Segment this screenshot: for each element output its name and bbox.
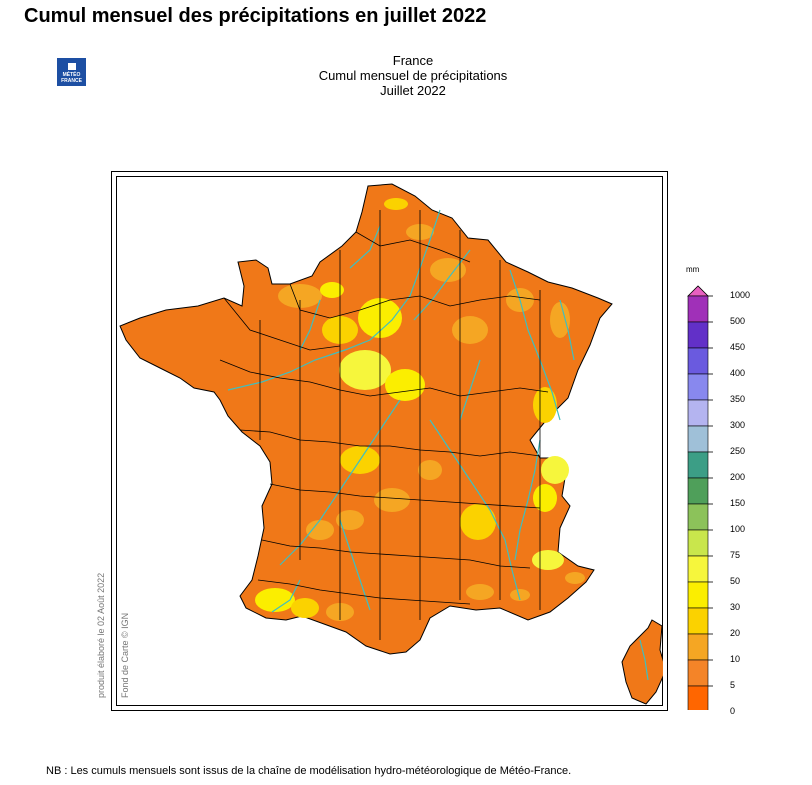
product-credit: produit élaboré le 02 Août 2022	[96, 572, 106, 698]
legend-label-400: 400	[730, 368, 746, 378]
legend-class-450-500	[687, 321, 709, 349]
page-title: Cumul mensuel des précipitations en juil…	[24, 5, 487, 27]
legend-class-350-400	[687, 373, 709, 401]
legend-class-20-30	[687, 607, 709, 635]
legend-label-300: 300	[730, 420, 746, 430]
logo-mark-icon	[67, 63, 76, 70]
logo-line2: FRANCE	[61, 78, 82, 84]
meteo-france-logo: MÉTÉO FRANCE	[57, 58, 86, 86]
legend-label-50: 50	[730, 576, 741, 586]
legend-color-bar	[687, 285, 713, 710]
legend-class-500-1000	[687, 295, 709, 323]
map-frame-outer	[111, 171, 668, 711]
corsica-shape	[621, 619, 663, 705]
legend-cap	[687, 285, 709, 297]
legend-label-75: 75	[730, 550, 741, 560]
legend-class-0-5	[687, 685, 709, 710]
map-header-variable: Cumul mensuel de précipitations	[318, 68, 508, 83]
logo-line1: MÉTÉO	[62, 72, 81, 78]
legend-label-1000: 1000	[730, 290, 751, 300]
france-precipitation-map	[119, 183, 663, 705]
legend-class-250-300	[687, 425, 709, 453]
mainland-france-shape	[119, 183, 613, 655]
legend-class-5-10	[687, 659, 709, 687]
department-boundaries	[219, 210, 549, 640]
legend-label-500: 500	[730, 316, 746, 326]
basemap-credit: Fond de Carte © IGN	[120, 612, 130, 698]
legend-label-10: 10	[730, 654, 741, 664]
legend-label-250: 250	[730, 446, 746, 456]
footnote: NB : Les cumuls mensuels sont issus de l…	[46, 765, 572, 777]
legend-class-300-350	[687, 399, 709, 427]
legend-class-75-100	[687, 529, 709, 557]
legend-label-5: 5	[730, 680, 736, 690]
map-header: France Cumul mensuel de précipitations J…	[263, 53, 563, 98]
legend-class-10-20	[687, 633, 709, 661]
legend-class-30-50	[687, 581, 709, 609]
legend-class-400-450	[687, 347, 709, 375]
legend-class-50-75	[687, 555, 709, 583]
legend-class-200-250	[687, 451, 709, 479]
legend-label-0: 0	[730, 706, 736, 716]
legend-label-200: 200	[730, 472, 746, 482]
legend-unit: mm	[686, 265, 700, 274]
legend-label-450: 450	[730, 342, 746, 352]
legend-class-100-150	[687, 503, 709, 531]
precipitation-patches	[255, 198, 585, 621]
map-header-region: France	[392, 53, 434, 68]
legend-label-150: 150	[730, 498, 746, 508]
map-header-period: Juillet 2022	[380, 83, 446, 98]
legend-label-100: 100	[730, 524, 746, 534]
legend-label-350: 350	[730, 394, 746, 404]
legend-class-150-200	[687, 477, 709, 505]
legend-label-20: 20	[730, 628, 741, 638]
map-frame-inner	[116, 176, 663, 706]
legend-label-30: 30	[730, 602, 741, 612]
